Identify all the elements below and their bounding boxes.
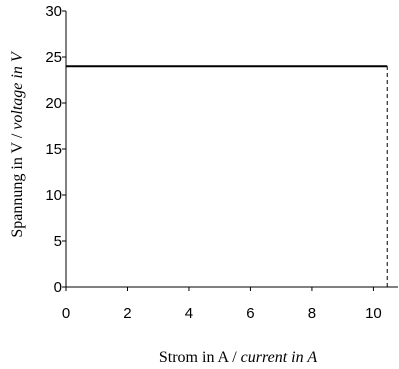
y-tick-label: 15 [45,141,62,158]
axes [65,11,398,288]
x-tick-label: 8 [308,305,316,322]
x-tick-label: 10 [365,305,382,322]
y-tick-label: 25 [45,49,62,66]
x-tick-label: 6 [246,305,254,322]
y-tick-label: 10 [45,187,62,204]
x-axis-title: Strom in A / current in A [159,349,317,366]
y-tick-label: 0 [54,279,62,296]
x-tick-label: 0 [62,305,70,322]
marks [66,65,388,287]
x-tick-label: 2 [123,305,131,322]
y-tick-label: 20 [45,95,62,112]
x-tick-label: 4 [185,305,193,322]
y-axis-title: Spannung in V / voltage in V [9,50,26,237]
ticks: 0 5 10 15 20 25 30 0 2 4 6 8 10 [45,3,381,322]
y-tick-label: 5 [54,233,62,250]
y-tick-label: 30 [45,3,62,20]
